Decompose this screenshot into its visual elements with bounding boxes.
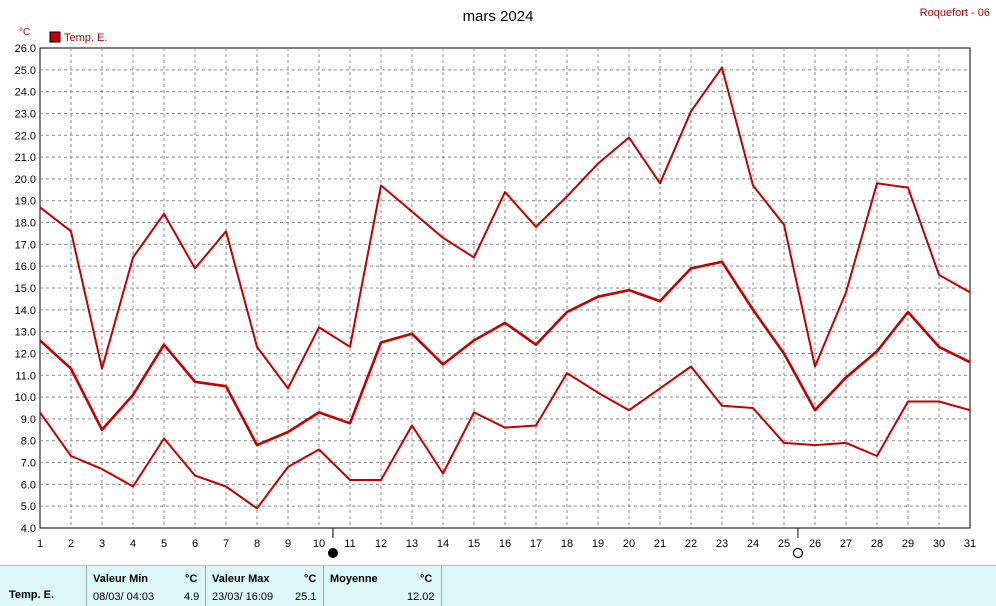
x-tick-label: 26 [809,538,821,550]
x-tick-label: 22 [685,538,697,550]
summary-max-label: Valeur Max [212,573,270,585]
x-tick-label: 27 [840,538,852,550]
series-line-mean [39,260,971,447]
x-tick-label: 9 [285,538,291,550]
summary-series-label: Temp. E. [9,589,55,601]
station-label: Roquefort - 06 [920,7,990,19]
y-tick-label: 22.0 [15,130,36,142]
chart-title: mars 2024 [463,8,534,25]
x-tick-label: 14 [437,538,449,550]
y-tick-label: 5.0 [21,501,36,513]
x-tick-label: 30 [933,538,945,550]
x-tick-label: 6 [192,538,198,550]
x-tick-label: 15 [468,538,480,550]
summary-mean-cell: Moyenne °C 12.02 [324,566,442,606]
y-tick-label: 18.0 [15,218,36,230]
x-tick-label: 19 [592,538,604,550]
x-tick-label: 16 [499,538,511,550]
y-tick-label: 24.0 [15,87,36,99]
x-tick-label: 17 [530,538,542,550]
y-tick-label: 15.0 [15,283,36,295]
y-tick-label: 7.0 [21,458,36,470]
summary-max-value: 25.1 [295,591,317,603]
x-tick-label: 3 [99,538,105,550]
y-tick-label: 10.0 [15,392,36,404]
summary-max-datetime: 23/03/ 16:09 [212,591,274,603]
y-tick-label: 23.0 [15,108,36,120]
summary-min-label: Valeur Min [93,573,149,585]
new-moon-icon [792,547,804,559]
summary-min-value: 4.9 [184,591,200,603]
summary-min-datetime: 08/03/ 04:03 [93,591,155,603]
y-tick-label: 8.0 [21,436,36,448]
summary-max-unit: °C [304,573,317,585]
y-tick-label: 16.0 [15,261,36,273]
summary-mean-value: 12.02 [407,591,435,603]
x-tick-label: 7 [223,538,229,550]
x-tick-label: 23 [716,538,728,550]
x-tick-label: 10 [313,538,325,550]
x-tick-label: 28 [871,538,883,550]
legend-label: Temp. E. [64,32,107,44]
x-tick-label: 5 [161,538,167,550]
y-tick-label: 6.0 [21,479,36,491]
legend-swatch [49,31,61,43]
y-tick-label: 21.0 [15,152,36,164]
x-tick-label: 11 [344,538,355,550]
x-tick-label: 18 [561,538,573,550]
x-tick-label: 31 [964,538,976,550]
summary-max-cell: Valeur Max °C 23/03/ 16:09 25.1 [206,566,324,606]
summary-footer: Temp. E. Valeur Min °C 08/03/ 04:03 4.9 … [0,565,996,606]
full-moon-icon [327,548,338,558]
y-tick-label: 14.0 [15,305,36,317]
x-tick-label: 8 [254,538,260,550]
summary-mean-label: Moyenne [330,573,378,585]
summary-mean-unit: °C [420,573,433,585]
summary-series-cell: Temp. E. [0,566,87,606]
y-tick-label: 26.0 [15,43,36,55]
x-tick-label: 2 [68,538,74,550]
x-tick-label: 24 [747,538,759,550]
x-tick-label: 29 [902,538,914,550]
series-line-min [39,365,971,510]
x-tick-label: 13 [406,538,418,550]
x-tick-label: 25 [778,538,790,550]
y-tick-label: 13.0 [15,327,36,339]
y-tick-label: 4.0 [21,523,36,535]
y-tick-label: 19.0 [15,196,36,208]
series-line-max [39,66,971,390]
x-tick-label: 4 [130,538,136,550]
x-tick-label: 20 [623,538,635,550]
y-tick-label: 25.0 [15,65,36,77]
y-tick-label: 20.0 [15,174,36,186]
y-tick-label: 12.0 [15,348,36,360]
x-tick-label: 12 [375,538,387,550]
y-tick-label: 11.0 [15,370,36,382]
x-tick-label: 21 [654,538,666,550]
y-axis-unit: °C [19,27,30,38]
summary-min-cell: Valeur Min °C 08/03/ 04:03 4.9 [87,566,206,606]
temperature-chart: mars 2024 Roquefort - 06 °C Temp. E. 4.0 5.0 6… [15,7,990,559]
y-tick-label: 9.0 [21,414,36,426]
summary-min-unit: °C [185,573,198,585]
x-tick-label: 1 [37,538,43,550]
y-tick-label: 17.0 [15,239,36,251]
